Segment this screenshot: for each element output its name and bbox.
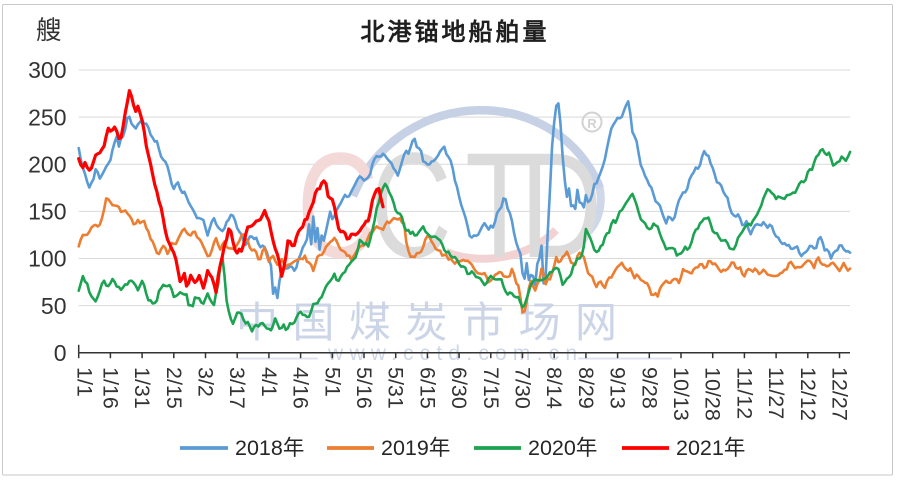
- svg-text:5/1: 5/1: [320, 367, 344, 397]
- svg-text:300: 300: [28, 57, 66, 83]
- svg-text:10/13: 10/13: [669, 367, 693, 421]
- svg-text:0: 0: [54, 340, 67, 366]
- svg-text:250: 250: [28, 104, 66, 130]
- svg-text:9/13: 9/13: [606, 367, 630, 409]
- svg-text:150: 150: [28, 199, 66, 225]
- svg-text:8/29: 8/29: [574, 367, 598, 409]
- svg-text:R: R: [587, 116, 597, 131]
- svg-text:1/16: 1/16: [98, 367, 122, 409]
- svg-text:6/15: 6/15: [415, 367, 439, 409]
- svg-text:12/12: 12/12: [796, 367, 820, 421]
- svg-text:3/2: 3/2: [194, 367, 218, 397]
- svg-text:2019年: 2019年: [381, 436, 450, 460]
- svg-text:8/14: 8/14: [542, 367, 566, 409]
- svg-text:11/27: 11/27: [764, 367, 788, 419]
- svg-text:www.cctd.com.cn: www.cctd.com.cn: [327, 342, 583, 365]
- svg-text:1/1: 1/1: [73, 367, 97, 397]
- svg-text:7/30: 7/30: [511, 367, 535, 409]
- svg-text:5/16: 5/16: [352, 367, 376, 409]
- svg-text:100: 100: [28, 246, 66, 272]
- svg-text:2018年: 2018年: [235, 436, 304, 460]
- svg-text:7/15: 7/15: [479, 367, 503, 409]
- svg-text:北港锚地船舶量: 北港锚地船舶量: [361, 18, 550, 46]
- svg-text:4/16: 4/16: [289, 367, 313, 409]
- svg-text:4/1: 4/1: [257, 367, 281, 397]
- svg-text:2021年: 2021年: [676, 436, 745, 460]
- svg-text:2/15: 2/15: [162, 367, 186, 409]
- svg-text:50: 50: [41, 293, 67, 319]
- svg-text:12/27: 12/27: [828, 367, 852, 421]
- svg-text:10/28: 10/28: [701, 367, 725, 421]
- svg-text:中国煤炭市场网: 中国煤炭市场网: [236, 299, 632, 346]
- svg-text:9/28: 9/28: [637, 367, 661, 409]
- svg-text:1/31: 1/31: [130, 367, 154, 409]
- svg-text:2020年: 2020年: [528, 436, 597, 460]
- svg-text:5/31: 5/31: [384, 367, 408, 409]
- svg-text:11/12: 11/12: [732, 367, 756, 419]
- svg-text:200: 200: [28, 151, 66, 177]
- svg-text:艘: 艘: [36, 17, 62, 45]
- svg-text:3/17: 3/17: [225, 367, 249, 409]
- svg-text:6/30: 6/30: [447, 367, 471, 409]
